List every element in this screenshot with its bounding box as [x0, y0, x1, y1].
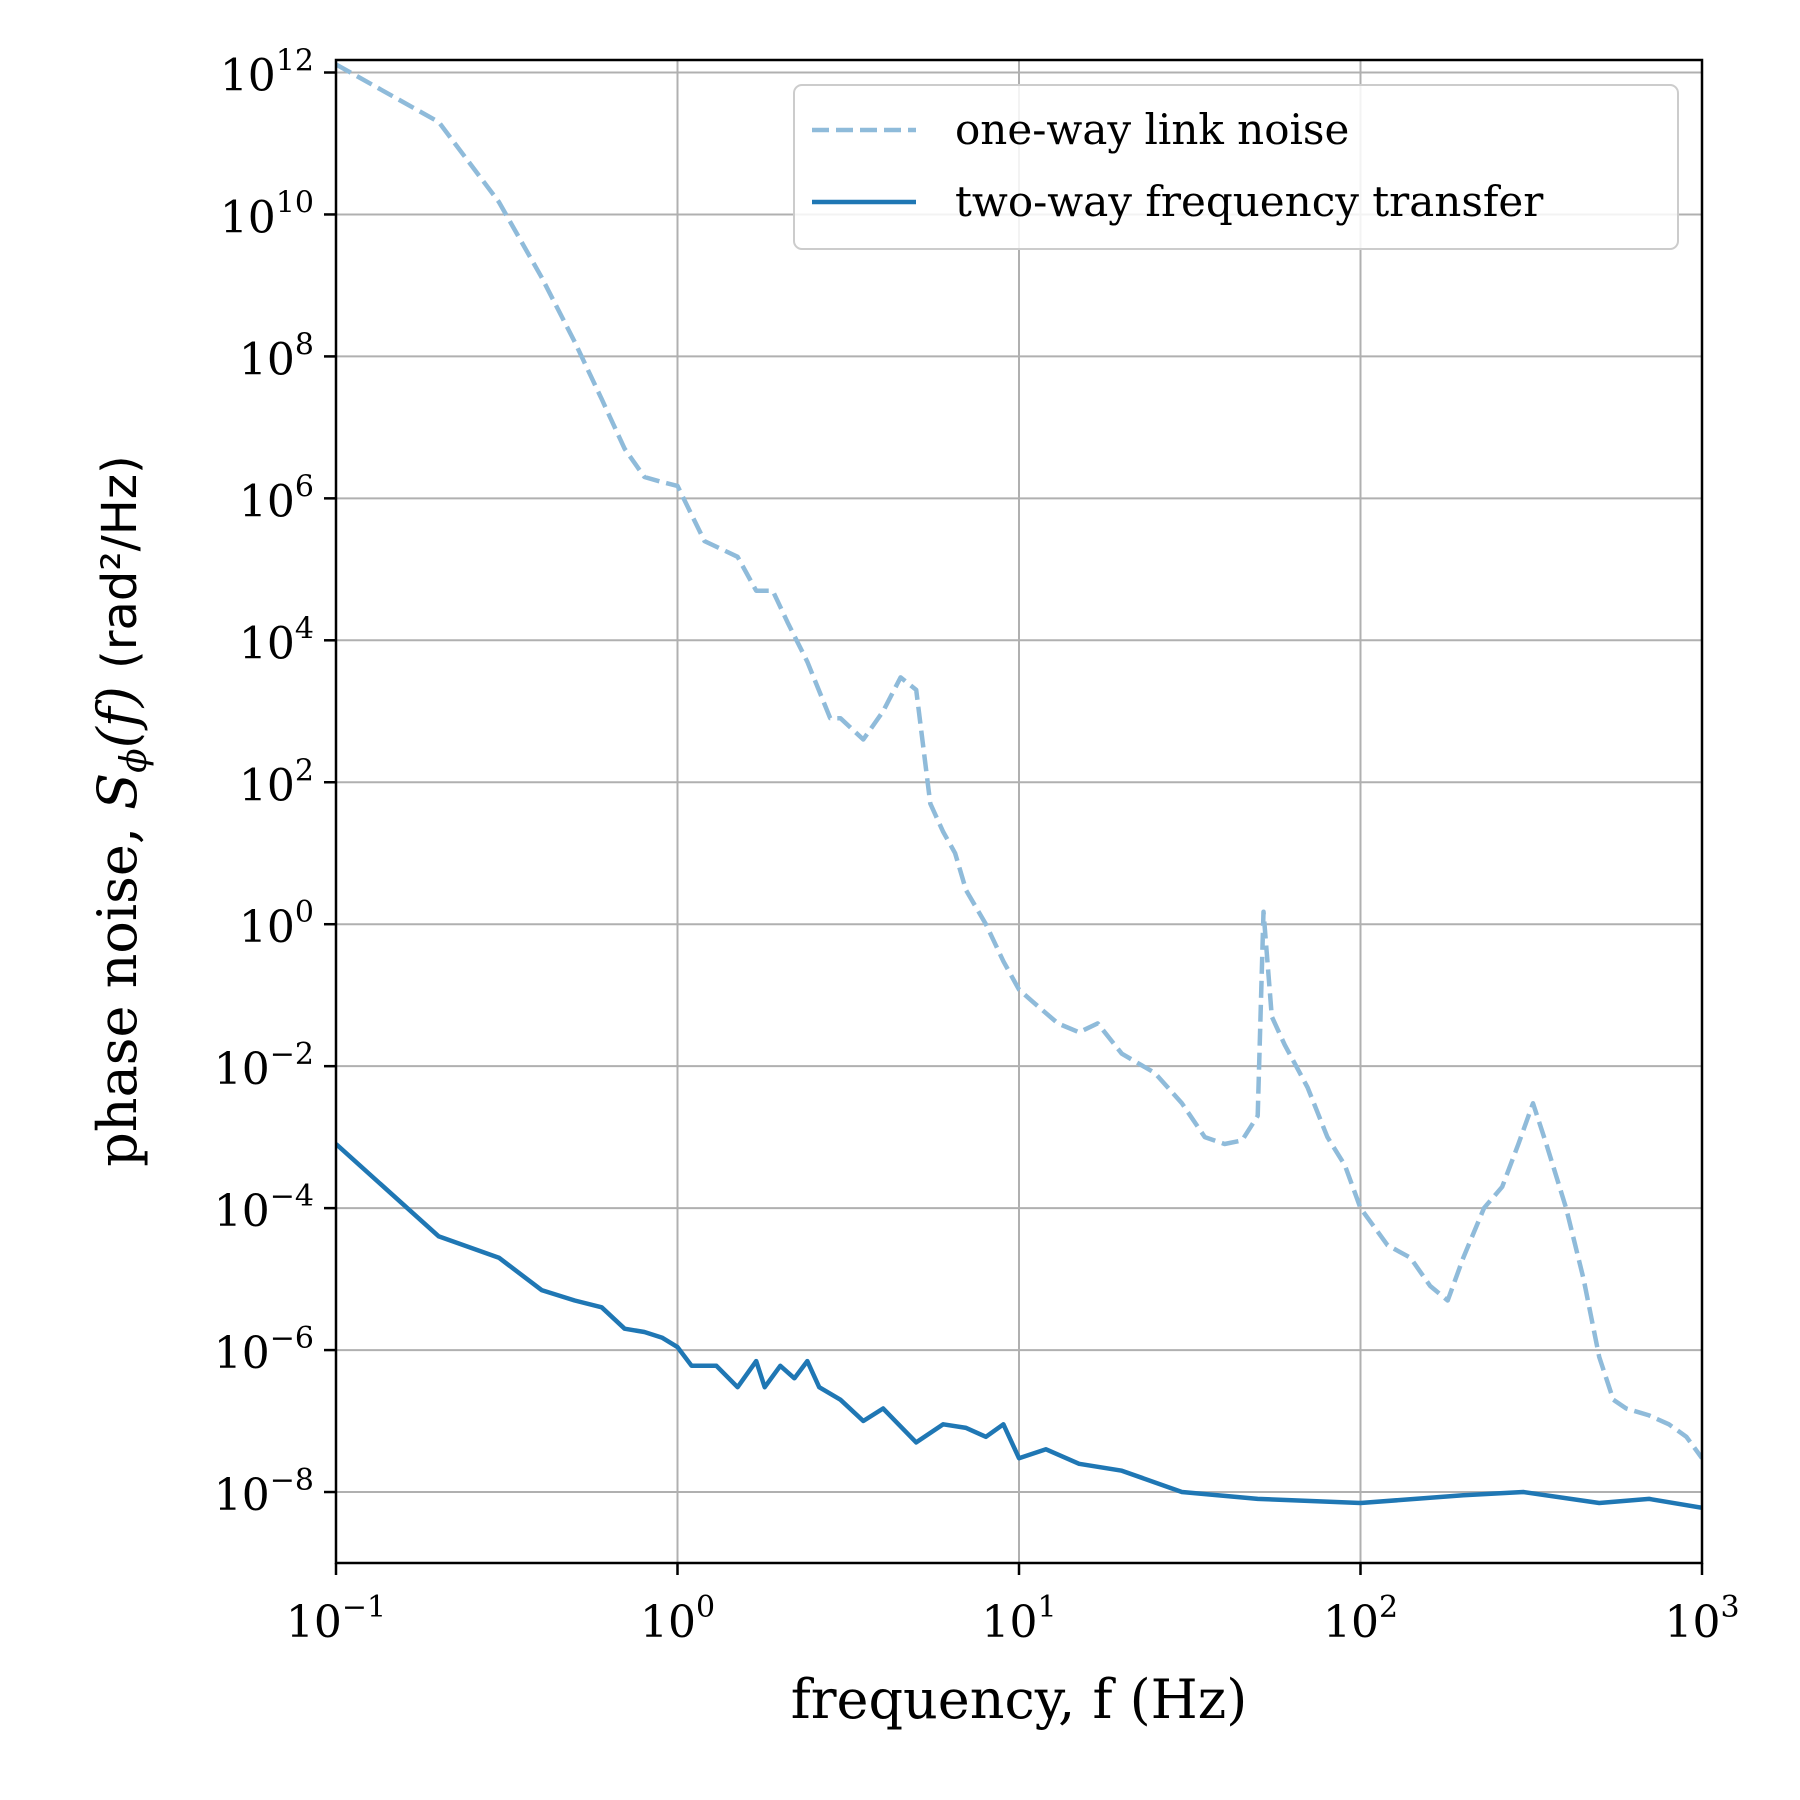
y-tick-label: 10−6: [214, 1321, 314, 1379]
x-tick-label: 101: [981, 1590, 1056, 1648]
x-axis-label: frequency, f (Hz): [791, 1668, 1248, 1731]
y-tick-label: 10−8: [214, 1463, 314, 1521]
series-line-one-way-link-noise: [336, 62, 1702, 1460]
x-tick-label: 103: [1664, 1590, 1739, 1648]
x-tick-label: 102: [1323, 1590, 1398, 1648]
y-axis-label-symbol: S: [86, 773, 149, 810]
tick-layer: 10−1 100 101 102 103 1012 1010 108 106 104 102 100 1…: [214, 43, 1740, 1648]
x-tick-label: 10−1: [286, 1590, 386, 1648]
y-axis-label-units: (rad²/Hz): [92, 455, 148, 669]
series-line-two-way-frequency-transfer: [336, 1142, 1702, 1511]
y-tick-label: 108: [239, 327, 314, 385]
y-axis-label-arg: (f): [86, 686, 149, 748]
y-tick-label: 106: [239, 469, 314, 527]
y-axis-label: phase noise, Sϕ(f) (rad²/Hz): [86, 455, 155, 1167]
y-axis-label-gap: [86, 669, 149, 686]
series-layer: [336, 62, 1702, 1511]
y-tick-label: 1012: [220, 43, 314, 101]
y-tick-label: 10−2: [214, 1037, 314, 1095]
y-tick-label: 10−4: [214, 1179, 314, 1237]
y-tick-label: 100: [239, 895, 314, 953]
legend-label-two-way: two-way frequency transfer: [955, 177, 1544, 226]
x-tick-label: 100: [640, 1590, 715, 1648]
y-tick-label: 102: [239, 753, 314, 811]
y-tick-label: 1010: [220, 185, 314, 243]
legend: one-way link noise two-way frequency tra…: [793, 84, 1679, 250]
svg-text:phase noise, Sϕ(f) (rad²/Hz): phase noise, Sϕ(f) (rad²/Hz): [86, 455, 155, 1167]
y-axis-label-subscript: ϕ: [114, 748, 155, 773]
legend-label-one-way: one-way link noise: [955, 105, 1349, 154]
legend-box: [793, 84, 1679, 250]
y-axis-label-main: phase noise,: [86, 810, 149, 1167]
y-tick-label: 104: [239, 611, 314, 669]
